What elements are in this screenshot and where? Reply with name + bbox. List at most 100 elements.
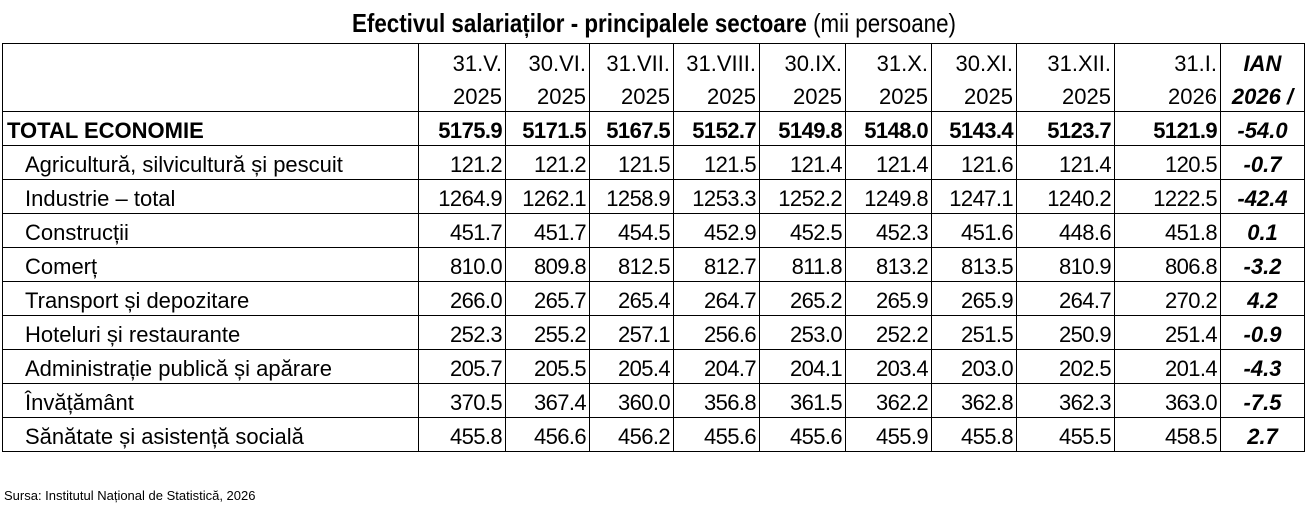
row-label: Comerț [2,247,419,282]
table-cell: 451.6 [931,213,1017,248]
table-cell: 5175.9 [418,111,506,146]
header-year: 2025 [845,77,932,112]
change-cell: 4.2 [1220,281,1305,316]
header-year: 2025 [759,77,846,112]
table-cell: 5149.8 [759,111,846,146]
table-cell: 361.5 [759,383,846,418]
table-cell: 812.5 [589,247,674,282]
table-title-unit: (mii persoane) [813,8,956,38]
table-cell: 455.8 [931,417,1017,452]
table-cell: 363.0 [1114,383,1221,418]
table-cell: 5121.9 [1114,111,1221,146]
table-cell: 121.4 [759,145,846,180]
row-label: Sănătate și asistență socială [2,417,419,452]
table-cell: 251.4 [1114,315,1221,350]
table-cell: 806.8 [1114,247,1221,282]
table-cell: 264.7 [673,281,760,316]
table-cell: 202.5 [1016,349,1115,384]
table-cell: 1262.1 [505,179,590,214]
table-cell: 203.0 [931,349,1017,384]
table-cell: 1253.3 [673,179,760,214]
table-cell: 454.5 [589,213,674,248]
change-cell: -0.7 [1220,145,1305,180]
header-month: 31.I. [1114,43,1221,78]
table-cell: 255.2 [505,315,590,350]
table-cell: 455.6 [673,417,760,452]
table-cell: 812.7 [673,247,760,282]
table-cell: 121.4 [845,145,932,180]
header-month: 30.XI. [931,43,1017,78]
table-cell: 265.9 [931,281,1017,316]
total-row: TOTAL ECONOMIE 5175.9 5171.5 5167.5 5152.7 51… [2,111,1305,146]
table-cell: 451.7 [505,213,590,248]
header-year: 2025 [505,77,590,112]
table-cell: 5167.5 [589,111,674,146]
header-year: 2025 [673,77,760,112]
table-cell: 811.8 [759,247,846,282]
header-year: 2025 [931,77,1017,112]
header-year: 2025 [418,77,506,112]
table-cell: 367.4 [505,383,590,418]
table-cell: 205.5 [505,349,590,384]
row-label: Construcții [2,213,419,248]
table-cell: 201.4 [1114,349,1221,384]
table-cell: 1240.2 [1016,179,1115,214]
change-cell: -0.9 [1220,315,1305,350]
change-cell: 0.1 [1220,213,1305,248]
table-cell: 5171.5 [505,111,590,146]
employees-table: 31.V. 30.VI. 31.VII. 31.VIII. 30.IX. 31.X. 30.… [2,43,1305,452]
table-cell: 455.5 [1016,417,1115,452]
table-cell: 252.3 [418,315,506,350]
table-cell: 5148.0 [845,111,932,146]
table-cell: 265.9 [845,281,932,316]
table-cell: 121.4 [1016,145,1115,180]
table-cell: 121.2 [505,145,590,180]
table-cell: 270.2 [1114,281,1221,316]
header-month: 31.X. [845,43,932,78]
header-year: 2025 [1016,77,1115,112]
row-label: Transport și depozitare [2,281,419,316]
table-cell: 362.8 [931,383,1017,418]
table-cell: 265.2 [759,281,846,316]
table-row: Industrie – total 1264.9 1262.1 1258.9 1253.… [2,179,1305,214]
table-cell: 205.4 [589,349,674,384]
table-cell: 455.6 [759,417,846,452]
table-row: Hoteluri și restaurante 252.3 255.2 257.1 25… [2,315,1305,350]
change-cell: 2.7 [1220,417,1305,452]
header-year: 2026 [1114,77,1221,112]
header-corner [2,43,419,78]
row-label: Hoteluri și restaurante [2,315,419,350]
table-cell: 360.0 [589,383,674,418]
table-cell: 252.2 [845,315,932,350]
table-cell: 1258.9 [589,179,674,214]
table-cell: 256.6 [673,315,760,350]
table-cell: 253.0 [759,315,846,350]
header-month: 30.VI. [505,43,590,78]
table-row: Comerț 810.0 809.8 812.5 812.7 811.8 813.2 813.… [2,247,1305,282]
table-cell: 810.0 [418,247,506,282]
table-cell: 452.9 [673,213,760,248]
header-month: 31.XII. [1016,43,1115,78]
table-cell: 809.8 [505,247,590,282]
table-cell: 5143.4 [931,111,1017,146]
table-row: Transport și depozitare 266.0 265.7 265.4 26… [2,281,1305,316]
table-row: Administrație publică și apărare 205.7 205… [2,349,1305,384]
table-cell: 204.7 [673,349,760,384]
table-cell: 251.5 [931,315,1017,350]
table-cell: 203.4 [845,349,932,384]
table-cell: 452.5 [759,213,846,248]
table-cell: 448.6 [1016,213,1115,248]
change-cell: -7.5 [1220,383,1305,418]
table-cell: 813.2 [845,247,932,282]
header-month: 30.IX. [759,43,846,78]
change-cell: -54.0 [1220,111,1305,146]
table-cell: 458.5 [1114,417,1221,452]
table-cell: 265.4 [589,281,674,316]
table-cell: 121.2 [418,145,506,180]
table-row: Învățământ 370.5 367.4 360.0 356.8 361.5 362.2… [2,383,1305,418]
row-label: Industrie – total [2,179,419,214]
table-cell: 370.5 [418,383,506,418]
table-cell: 1247.1 [931,179,1017,214]
header-month: 31.V. [418,43,506,78]
table-cell: 121.5 [673,145,760,180]
